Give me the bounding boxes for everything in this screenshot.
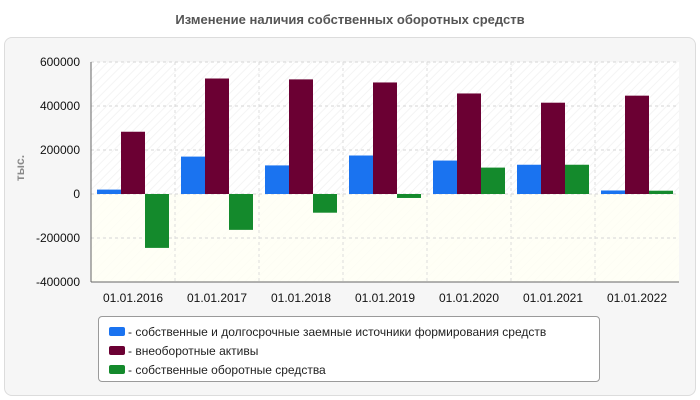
- x-tick-label: 01.01.2017: [187, 291, 247, 305]
- bar-1: [349, 155, 373, 194]
- legend: - собственные и долгосрочные заемные ист…: [98, 316, 600, 382]
- bar-1: [517, 164, 541, 194]
- legend-swatch: [109, 365, 125, 374]
- bar-1: [265, 165, 289, 194]
- bar-1: [601, 190, 625, 194]
- legend-swatch: [109, 327, 125, 336]
- y-tick-label: 400000: [40, 99, 80, 113]
- bar-2: [457, 93, 481, 194]
- bar-2: [373, 82, 397, 194]
- y-tick-label: 600000: [40, 55, 80, 69]
- bar-1: [97, 189, 121, 194]
- bar-2: [289, 79, 313, 194]
- x-tick-label: 01.01.2018: [271, 291, 331, 305]
- y-axis-label: тыс.: [13, 155, 27, 181]
- legend-swatch: [109, 346, 125, 355]
- y-tick-label: 200000: [40, 143, 80, 157]
- bar-2: [541, 102, 565, 194]
- bar-2: [121, 131, 145, 194]
- x-tick-labels: 01.01.2016 01.01.2017 01.01.2018 01.01.2019…: [103, 291, 667, 305]
- y-tick-label: 0: [73, 187, 80, 201]
- x-tick-label: 01.01.2019: [355, 291, 415, 305]
- legend-label: - собственные оборотные средства: [128, 362, 326, 377]
- bar-3: [145, 194, 169, 248]
- bar-3: [649, 190, 673, 194]
- x-tick-label: 01.01.2021: [523, 291, 583, 305]
- bar-2: [205, 78, 229, 194]
- bar-2: [625, 95, 649, 194]
- x-tick-label: 01.01.2022: [607, 291, 667, 305]
- legend-item: - собственные и долгосрочные заемные ист…: [109, 322, 589, 341]
- x-tick-label: 01.01.2016: [103, 291, 163, 305]
- y-tick-labels: 600000 400000 200000 0 -200000 -400000: [36, 55, 80, 289]
- bar-3: [229, 194, 253, 230]
- bar-1: [433, 160, 457, 194]
- y-tick-label: -400000: [36, 275, 80, 289]
- legend-item: - внеоборотные активы: [109, 341, 589, 360]
- bar-3: [397, 194, 421, 198]
- bar-1: [181, 156, 205, 194]
- bar-3: [313, 194, 337, 213]
- bars-group: [97, 78, 673, 248]
- legend-item: - собственные оборотные средства: [109, 360, 589, 379]
- x-tick-label: 01.01.2020: [439, 291, 499, 305]
- legend-label: - собственные и долгосрочные заемные ист…: [128, 324, 547, 339]
- chart-title: Изменение наличия собственных оборотных …: [175, 12, 525, 27]
- axes-group: [90, 62, 679, 283]
- legend-label: - внеоборотные активы: [128, 343, 259, 358]
- bar-3: [565, 164, 589, 194]
- y-tick-label: -200000: [36, 231, 80, 245]
- bar-3: [481, 167, 505, 194]
